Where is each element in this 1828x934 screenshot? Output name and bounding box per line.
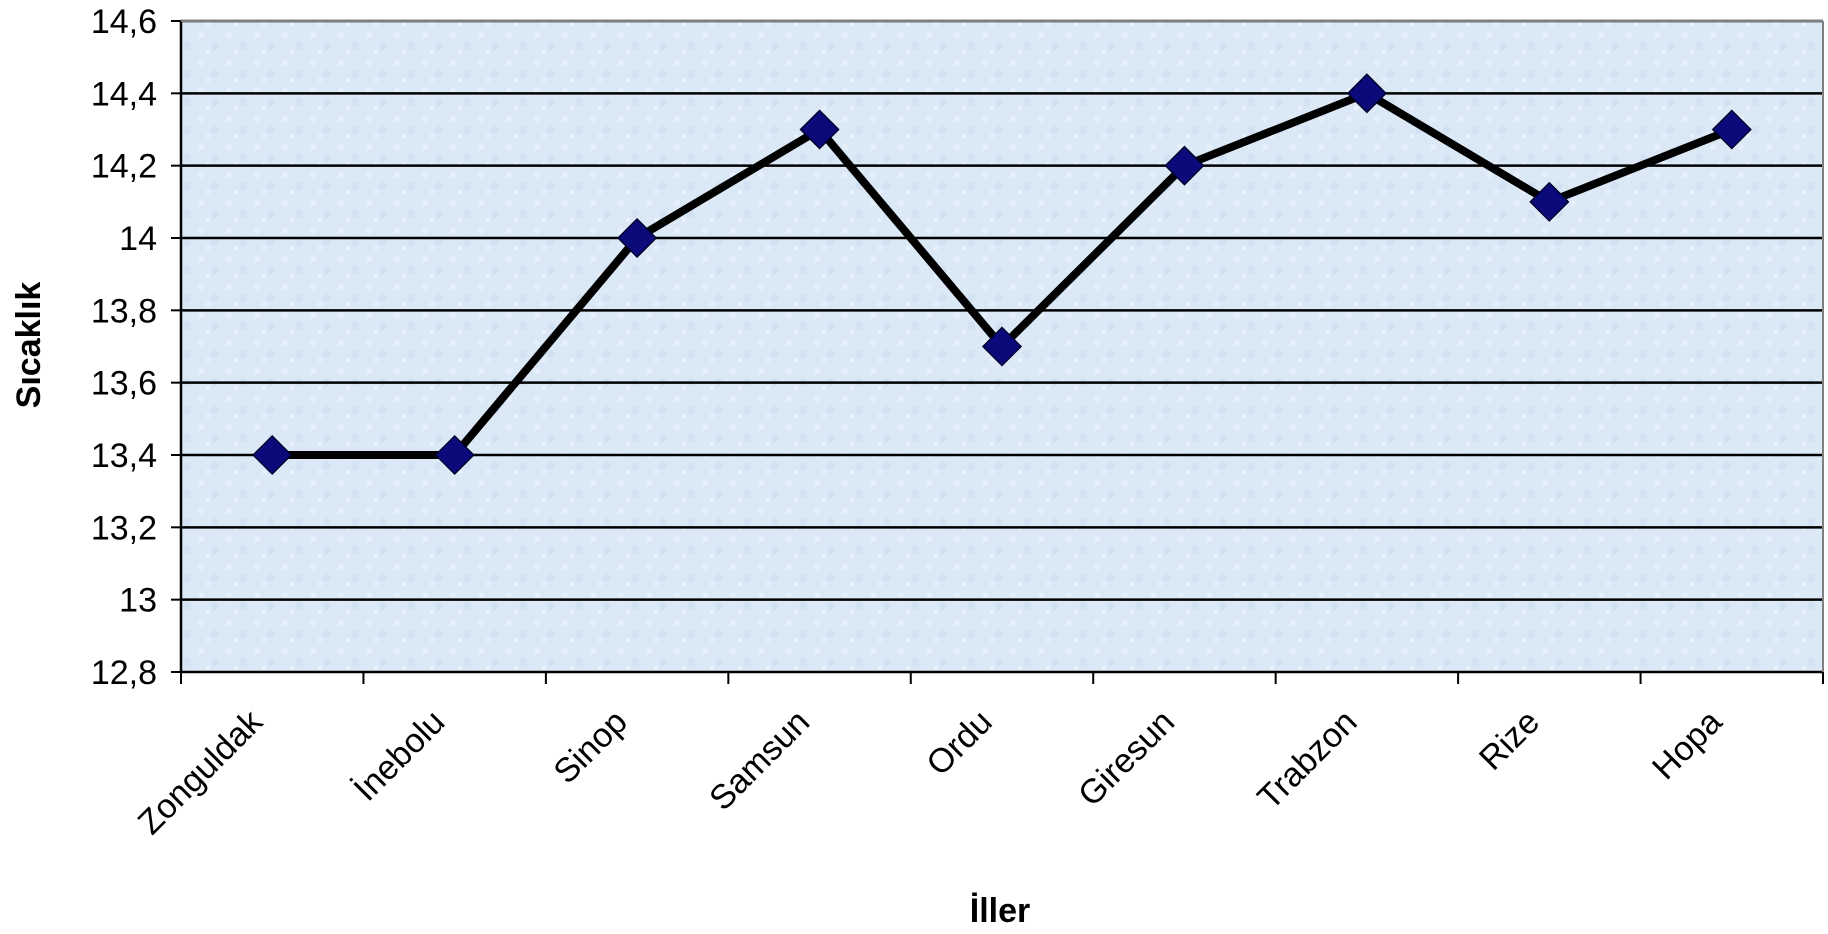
y-tick-label: 14,4 xyxy=(91,75,157,113)
data-point-marker xyxy=(1164,145,1205,186)
y-tick-label: 13,6 xyxy=(91,365,157,403)
y-tick-label: 13,8 xyxy=(91,292,157,330)
x-axis-ticks: Zonguldak İnebolu Sinop Samsun Ordu Giresun Tr… xyxy=(131,672,1824,842)
x-tick-label: Rize xyxy=(1472,703,1547,778)
series xyxy=(252,73,1752,476)
data-point-marker xyxy=(1529,181,1570,222)
data-point-marker xyxy=(799,109,840,150)
y-tick-label: 14,6 xyxy=(91,3,157,41)
x-tick-label: Zonguldak xyxy=(131,702,271,842)
y-axis-ticks: 12,8 13 13,2 13,4 13,6 13,8 14 14,2 14,4 14,6 xyxy=(91,3,181,692)
x-axis-title: İller xyxy=(970,892,1030,930)
x-tick-label: Giresun xyxy=(1071,703,1182,814)
y-tick-label: 12,8 xyxy=(91,654,157,692)
x-tick-label: Sinop xyxy=(546,703,634,791)
data-point-marker xyxy=(981,326,1023,367)
x-tick-label: Trabzon xyxy=(1250,703,1364,817)
y-tick-label: 13 xyxy=(119,582,157,620)
y-tick-label: 14,2 xyxy=(91,148,157,186)
y-tick-label: 14 xyxy=(119,220,157,258)
y-axis-title: Sıcaklık xyxy=(10,282,48,409)
x-tick-label: Hopa xyxy=(1645,703,1729,787)
x-tick-label: İnebolu xyxy=(347,703,453,809)
x-tick-label: Samsun xyxy=(702,703,817,818)
axes xyxy=(179,20,1824,674)
x-tick-label: Ordu xyxy=(919,703,999,783)
data-point-marker xyxy=(1711,109,1752,150)
y-tick-label: 13,2 xyxy=(91,509,157,547)
data-point-marker xyxy=(617,217,658,259)
data-point-marker xyxy=(1346,73,1387,114)
data-point-marker xyxy=(252,434,293,476)
data-point-marker xyxy=(434,434,475,476)
y-tick-label: 13,4 xyxy=(91,437,157,475)
